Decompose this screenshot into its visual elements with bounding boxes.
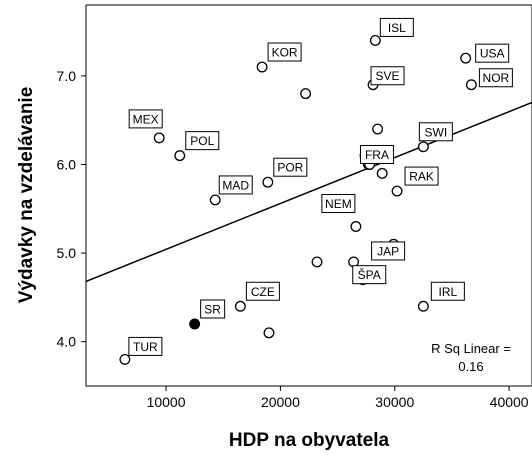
data-point bbox=[174, 150, 186, 162]
data-point bbox=[311, 256, 323, 268]
y-tick-label: 5.0 bbox=[57, 245, 77, 261]
x-tick-label: 10000 bbox=[147, 394, 186, 410]
point-labels: ISL USA KOR SVE NOR MEX SWI POL FRA POR RAK MAD NEM J… bbox=[128, 17, 513, 356]
data-point bbox=[372, 123, 384, 135]
point-label: FRA bbox=[365, 148, 389, 162]
y-axis: 4.0 5.0 6.0 7.0 bbox=[57, 68, 86, 350]
point-label: MEX bbox=[133, 112, 159, 126]
data-point bbox=[300, 88, 312, 100]
point-label-box bbox=[371, 241, 406, 261]
data-point bbox=[350, 221, 362, 232]
fit-line bbox=[85, 101, 532, 283]
point-label-box bbox=[245, 281, 280, 301]
point-label: IRL bbox=[439, 285, 458, 299]
data-point bbox=[460, 52, 472, 64]
data-point bbox=[465, 79, 477, 91]
point-label-box bbox=[430, 281, 465, 301]
data-point bbox=[153, 132, 165, 144]
plot-area bbox=[85, 4, 532, 387]
point-label-box bbox=[128, 336, 163, 356]
y-tick-label: 7.0 bbox=[57, 68, 77, 84]
point-label: USA bbox=[480, 47, 505, 61]
point-label-box bbox=[379, 17, 414, 37]
y-tick-label: 4.0 bbox=[57, 334, 77, 350]
point-label: RAK bbox=[409, 170, 434, 184]
point-label: POL bbox=[190, 134, 214, 148]
data-point bbox=[369, 34, 381, 46]
data-point bbox=[417, 300, 429, 312]
point-label-box bbox=[321, 194, 356, 214]
y-axis-title: Výdavky na vzdelávanie bbox=[16, 87, 37, 304]
x-axis-title: HDP na obyvatela bbox=[229, 430, 390, 451]
point-label-box bbox=[370, 66, 405, 86]
point-label: SR bbox=[204, 302, 221, 316]
point-label-box bbox=[273, 157, 308, 177]
data-points bbox=[119, 34, 477, 365]
r-squared-line-1: R Sq Linear = bbox=[431, 341, 511, 356]
point-label: ŠPA bbox=[358, 267, 381, 282]
r-squared-line-2: 0.16 bbox=[458, 359, 483, 374]
data-point bbox=[189, 318, 201, 330]
data-point bbox=[234, 300, 246, 312]
point-label: CZE bbox=[251, 285, 275, 299]
point-label-box bbox=[475, 43, 510, 63]
fit-line-layer bbox=[85, 101, 532, 283]
point-label-box bbox=[404, 166, 439, 186]
point-label: SWI bbox=[425, 125, 448, 139]
point-label: TUR bbox=[133, 340, 158, 354]
point-label: NOR bbox=[483, 71, 510, 85]
point-label-box bbox=[267, 42, 302, 62]
x-tick-label: 40000 bbox=[490, 394, 529, 410]
data-point bbox=[263, 327, 275, 339]
data-point bbox=[417, 141, 429, 153]
data-point bbox=[376, 167, 388, 179]
x-tick-label: 20000 bbox=[261, 394, 300, 410]
point-label: SVE bbox=[376, 69, 400, 83]
data-point bbox=[391, 185, 403, 197]
point-label-box bbox=[478, 68, 513, 88]
data-point bbox=[256, 61, 268, 73]
data-point bbox=[262, 176, 274, 188]
point-label-box bbox=[359, 144, 394, 164]
point-label: JAP bbox=[377, 244, 399, 258]
point-label-box bbox=[128, 109, 163, 129]
y-tick-label: 6.0 bbox=[57, 156, 77, 172]
point-label-box bbox=[352, 265, 387, 285]
x-axis: 10000 20000 30000 40000 bbox=[147, 386, 529, 410]
plot-frame bbox=[85, 4, 532, 387]
x-tick-label: 30000 bbox=[375, 394, 414, 410]
point-label: ISL bbox=[388, 21, 406, 35]
point-label-box bbox=[418, 122, 453, 142]
data-point bbox=[119, 353, 131, 365]
point-label: NEM bbox=[325, 197, 352, 211]
point-label-box bbox=[185, 131, 220, 151]
point-label: KOR bbox=[272, 46, 298, 60]
point-label: POR bbox=[277, 161, 303, 175]
point-label: MAD bbox=[222, 178, 249, 192]
point-label-box bbox=[218, 175, 253, 195]
data-point bbox=[209, 194, 221, 206]
point-label-box bbox=[200, 299, 226, 319]
